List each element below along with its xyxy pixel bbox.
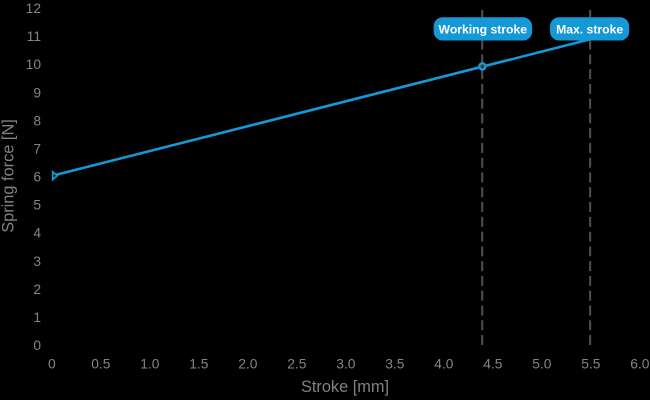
- svg-text:Working stroke: Working stroke: [439, 22, 528, 36]
- svg-text:0: 0: [48, 356, 56, 371]
- svg-text:12: 12: [26, 1, 41, 16]
- svg-text:11: 11: [27, 29, 41, 44]
- svg-text:Stroke [mm]: Stroke [mm]: [301, 378, 389, 396]
- svg-text:4.5: 4.5: [483, 356, 503, 371]
- svg-text:7: 7: [33, 141, 41, 156]
- svg-text:1: 1: [33, 310, 41, 325]
- svg-text:2: 2: [33, 282, 41, 297]
- svg-text:2.0: 2.0: [238, 356, 258, 371]
- svg-text:1.0: 1.0: [140, 356, 160, 371]
- svg-text:Spring force [N]: Spring force [N]: [0, 119, 18, 233]
- svg-text:10: 10: [26, 57, 42, 72]
- svg-text:2.5: 2.5: [287, 356, 307, 371]
- svg-text:Max. stroke: Max. stroke: [556, 22, 623, 36]
- svg-text:1.5: 1.5: [189, 356, 209, 371]
- svg-text:5: 5: [33, 198, 41, 213]
- svg-text:3.0: 3.0: [336, 356, 356, 371]
- svg-text:0: 0: [33, 338, 41, 353]
- svg-text:3: 3: [33, 254, 41, 269]
- svg-text:8: 8: [33, 113, 41, 128]
- svg-text:6.0: 6.0: [630, 356, 650, 371]
- svg-text:9: 9: [33, 85, 41, 100]
- svg-text:6: 6: [33, 170, 41, 185]
- svg-text:4.0: 4.0: [434, 356, 454, 371]
- svg-text:4: 4: [33, 226, 41, 241]
- svg-text:5.5: 5.5: [581, 356, 601, 371]
- svg-text:0.5: 0.5: [91, 356, 111, 371]
- svg-text:5.0: 5.0: [532, 356, 552, 371]
- svg-text:3.5: 3.5: [385, 356, 405, 371]
